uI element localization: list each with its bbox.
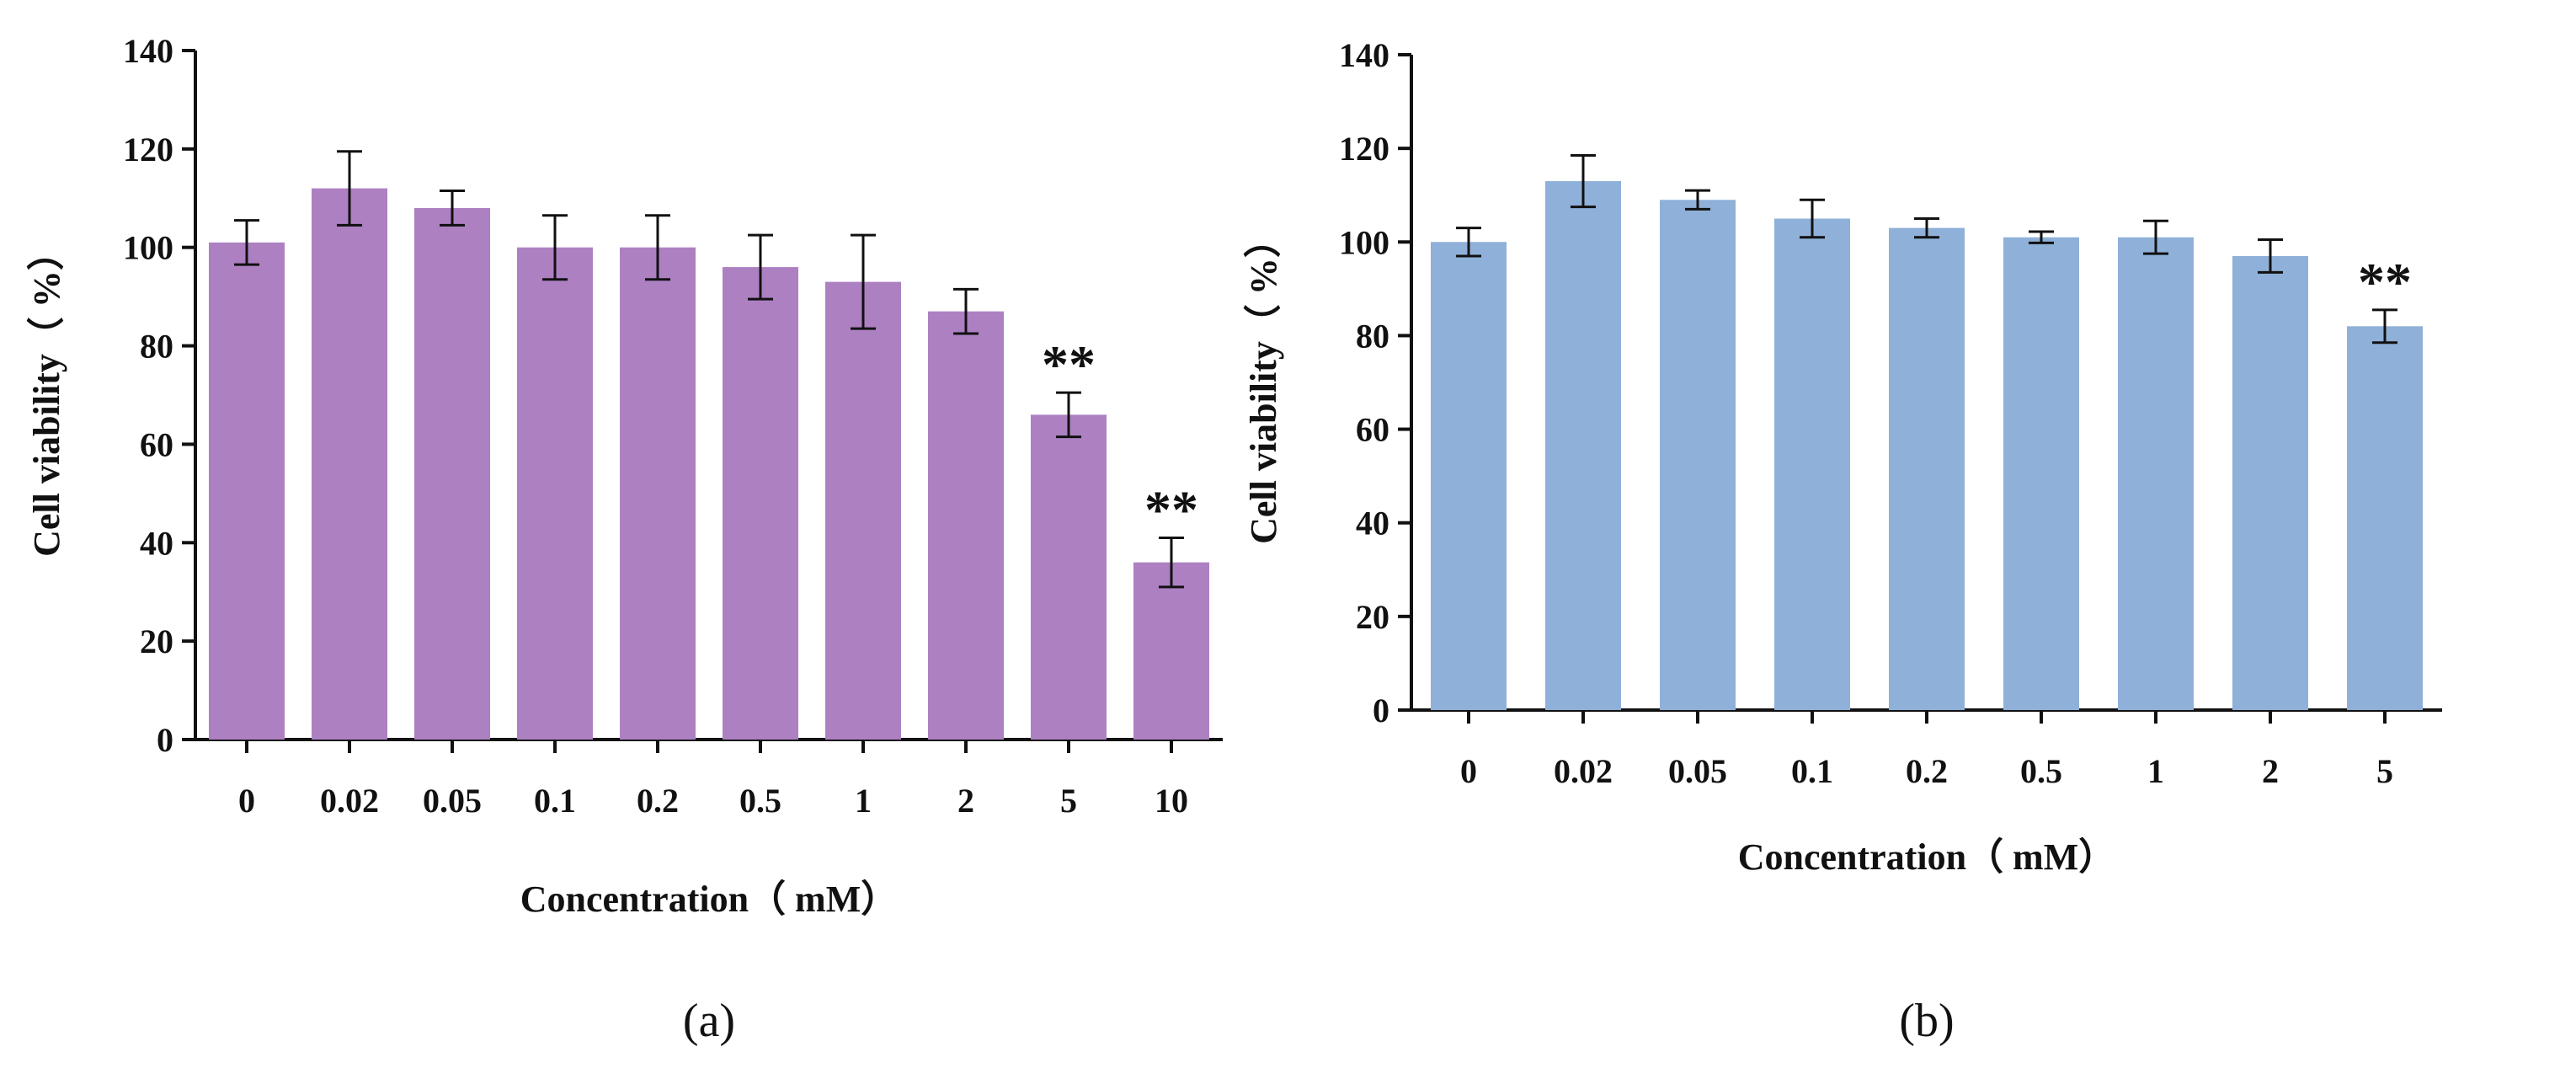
bar — [928, 311, 1004, 740]
bar — [1660, 200, 1736, 710]
bar — [312, 188, 387, 740]
x-tick-label: 2 — [957, 782, 974, 820]
x-tick-label: 0.5 — [2020, 752, 2062, 790]
x-tick-label: 0.05 — [423, 782, 482, 820]
bar — [1545, 181, 1621, 711]
y-tick-label: 60 — [1356, 411, 1389, 449]
y-axis-title: Cell viability（ %） — [26, 233, 67, 557]
y-tick-label: 60 — [140, 425, 173, 463]
x-tick-label: 0.1 — [1791, 752, 1833, 790]
bar — [1133, 562, 1209, 740]
x-tick-label: 0.05 — [1668, 752, 1727, 790]
x-tick-label: 0.2 — [637, 782, 679, 820]
y-tick-label: 140 — [123, 32, 173, 70]
x-tick-label: 2 — [2262, 752, 2279, 790]
y-tick-label: 140 — [1339, 36, 1389, 74]
x-tick-label: 0 — [1460, 752, 1477, 790]
x-tick-label: 0.5 — [739, 782, 781, 820]
bar — [825, 281, 901, 740]
bar — [209, 242, 285, 740]
y-tick-label: 80 — [140, 328, 173, 366]
significance-marker: ** — [2358, 252, 2412, 312]
x-tick-label: 1 — [855, 782, 872, 820]
x-tick-label: 0 — [238, 782, 255, 820]
y-tick-label: 20 — [140, 622, 173, 660]
bar — [620, 247, 696, 740]
y-tick-label: 20 — [1356, 598, 1389, 636]
x-tick-label: 0.02 — [1554, 752, 1613, 790]
x-tick-label: 0.02 — [320, 782, 379, 820]
y-tick-label: 0 — [157, 721, 173, 759]
y-tick-label: 120 — [1339, 130, 1389, 168]
significance-marker: ** — [1144, 479, 1198, 539]
bar — [2347, 326, 2423, 710]
x-tick-label: 5 — [1060, 782, 1077, 820]
bar — [2003, 237, 2079, 710]
y-tick-label: 80 — [1356, 317, 1389, 355]
y-tick-label: 100 — [123, 229, 173, 267]
chart-panel-a: 0 20 40 60 80 100 120 140 0 0.02 0.05 0.1 0.2 0.5 1 2 5 *… — [26, 32, 1223, 1047]
x-axis-title: Concentration（ mM） — [520, 879, 899, 920]
y-tick-label: 0 — [1373, 692, 1389, 729]
bar — [517, 247, 593, 740]
x-tick-label: 0.2 — [1906, 752, 1948, 790]
x-tick-label: 1 — [2147, 752, 2164, 790]
bar — [2232, 255, 2308, 710]
chart-panel-b: 0 20 40 60 80 100 120 140 0 0.02 0.05 0.1 0.2 0.5 1 2 5 *… — [1243, 36, 2442, 1047]
significance-marker: ** — [1042, 334, 1096, 394]
bar — [2118, 237, 2194, 710]
panel-label: (b) — [1899, 995, 1954, 1047]
x-tick-label: 0.1 — [534, 782, 576, 820]
y-tick-label: 40 — [1356, 505, 1389, 542]
bar — [1889, 227, 1965, 711]
x-tick-label: 10 — [1155, 782, 1188, 820]
bar — [1431, 242, 1507, 710]
x-axis-title: Concentration（ mM） — [1738, 836, 2116, 878]
panel-label: (a) — [683, 995, 735, 1047]
x-tick-label: 5 — [2376, 752, 2393, 790]
bar — [1031, 414, 1107, 740]
bar — [723, 267, 798, 740]
bar — [1774, 218, 1850, 710]
y-tick-label: 40 — [140, 524, 173, 562]
y-tick-label: 120 — [123, 131, 173, 168]
y-tick-label: 100 — [1339, 223, 1389, 261]
bar — [414, 207, 490, 740]
y-axis-title: Cell viability（ %） — [1243, 221, 1284, 544]
